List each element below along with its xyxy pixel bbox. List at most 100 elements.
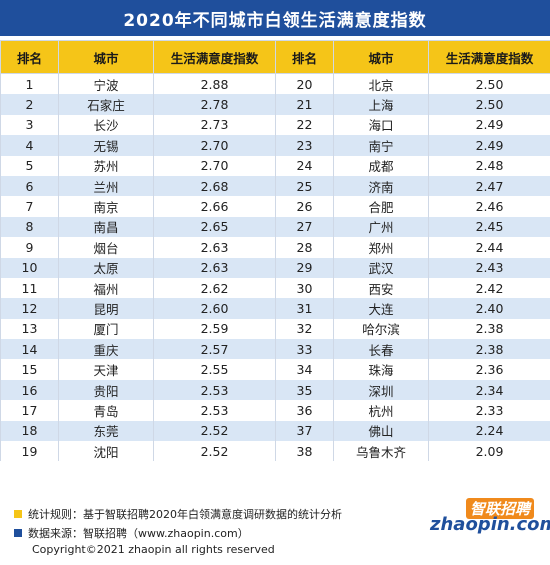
cell-city-left: 兰州: [58, 175, 154, 197]
cell-rank-left: 6: [0, 175, 59, 197]
cell-score-right: 2.49: [428, 114, 550, 136]
cell-rank-right: 35: [275, 379, 334, 401]
footer-rule: 统计规则：基于智联招聘2020年白领满意度调研数据的统计分析: [14, 506, 342, 522]
cell-rank-left: 16: [0, 379, 59, 401]
cell-rank-right: 24: [275, 155, 334, 176]
table-row: 4 无锡 2.70 23 南宁 2.49: [0, 135, 550, 156]
cell-rank-right: 33: [275, 339, 334, 360]
table-row: 2 石家庄 2.78 21 上海 2.50: [0, 94, 550, 115]
footer-rule-text: 统计规则：基于智联招聘2020年白领满意度调研数据的统计分析: [28, 508, 342, 521]
cell-city-right: 成都: [333, 155, 429, 176]
cell-score-right: 2.49: [428, 135, 550, 156]
cell-rank-left: 12: [0, 298, 59, 319]
cell-score-right: 2.09: [428, 441, 550, 462]
logo-en: zhaopin.com: [430, 514, 550, 535]
cell-rank-left: 11: [0, 277, 59, 299]
cell-score-right: 2.42: [428, 277, 550, 299]
logo-cn: 智联招聘: [465, 498, 534, 519]
cell-rank-right: 26: [275, 196, 334, 217]
cell-score-right: 2.36: [428, 359, 550, 380]
cell-score-right: 2.34: [428, 379, 550, 401]
cell-city-right: 海口: [333, 114, 429, 136]
cell-city-right: 郑州: [333, 237, 429, 258]
cell-city-left: 贵阳: [58, 379, 154, 401]
cell-city-right: 乌鲁木齐: [333, 441, 429, 462]
header-city-left: 城市: [58, 40, 154, 74]
cell-score-left: 2.88: [153, 73, 276, 95]
cell-city-right: 佛山: [333, 420, 429, 442]
cell-city-left: 沈阳: [58, 441, 154, 462]
cell-score-left: 2.70: [153, 135, 276, 156]
table-row: 10 太原 2.63 29 武汉 2.43: [0, 257, 550, 278]
header-rank-left: 排名: [0, 40, 59, 74]
cell-rank-right: 21: [275, 94, 334, 115]
cell-score-left: 2.78: [153, 94, 276, 115]
cell-city-right: 济南: [333, 175, 429, 197]
cell-rank-right: 25: [275, 175, 334, 197]
cell-city-right: 南宁: [333, 135, 429, 156]
table-row: 13 厦门 2.59 32 哈尔滨 2.38: [0, 318, 550, 340]
cell-score-left: 2.57: [153, 339, 276, 360]
cell-city-left: 宁波: [58, 73, 154, 95]
footer-source: 数据来源：智联招聘（www.zhaopin.com）: [14, 525, 249, 541]
cell-rank-left: 4: [0, 135, 59, 156]
ranking-table: 排名 城市 生活满意度指数 排名 城市 生活满意度指数 1 宁波 2.88 20 北京 2…: [0, 40, 550, 462]
cell-city-right: 深圳: [333, 379, 429, 401]
cell-city-left: 重庆: [58, 339, 154, 360]
cell-score-left: 2.73: [153, 114, 276, 136]
cell-city-right: 广州: [333, 216, 429, 238]
cell-city-left: 南京: [58, 196, 154, 217]
table-row: 5 苏州 2.70 24 成都 2.48: [0, 155, 550, 176]
cell-score-right: 2.47: [428, 175, 550, 197]
cell-score-left: 2.70: [153, 155, 276, 176]
table-row: 14 重庆 2.57 33 长春 2.38: [0, 339, 550, 360]
cell-score-right: 2.43: [428, 257, 550, 278]
cell-city-left: 太原: [58, 257, 154, 278]
cell-rank-right: 34: [275, 359, 334, 380]
cell-score-right: 2.38: [428, 339, 550, 360]
cell-rank-left: 5: [0, 155, 59, 176]
cell-city-left: 厦门: [58, 318, 154, 340]
cell-score-left: 2.65: [153, 216, 276, 238]
cell-rank-left: 9: [0, 237, 59, 258]
cell-rank-right: 38: [275, 441, 334, 462]
cell-rank-left: 17: [0, 400, 59, 421]
cell-score-right: 2.40: [428, 298, 550, 319]
cell-rank-left: 8: [0, 216, 59, 238]
table-row: 12 昆明 2.60 31 大连 2.40: [0, 298, 550, 319]
cell-score-left: 2.62: [153, 277, 276, 299]
header-rank-right: 排名: [275, 40, 334, 74]
footer-source-text: 数据来源：智联招聘（www.zhaopin.com）: [28, 527, 249, 540]
cell-score-left: 2.53: [153, 400, 276, 421]
cell-rank-right: 27: [275, 216, 334, 238]
cell-rank-left: 1: [0, 73, 59, 95]
yellow-square-icon: [14, 510, 22, 518]
cell-city-right: 珠海: [333, 359, 429, 380]
cell-score-left: 2.63: [153, 237, 276, 258]
page-title: 2020年不同城市白领生活满意度指数: [0, 0, 550, 36]
cell-rank-left: 7: [0, 196, 59, 217]
cell-score-right: 2.38: [428, 318, 550, 340]
cell-city-right: 大连: [333, 298, 429, 319]
cell-score-left: 2.68: [153, 175, 276, 197]
cell-city-left: 福州: [58, 277, 154, 299]
cell-rank-left: 3: [0, 114, 59, 136]
header-city-right: 城市: [333, 40, 429, 74]
cell-rank-left: 2: [0, 94, 59, 115]
cell-city-right: 上海: [333, 94, 429, 115]
cell-score-right: 2.45: [428, 216, 550, 238]
cell-score-left: 2.53: [153, 379, 276, 401]
cell-rank-right: 31: [275, 298, 334, 319]
cell-city-left: 南昌: [58, 216, 154, 238]
cell-rank-right: 32: [275, 318, 334, 340]
cell-score-right: 2.44: [428, 237, 550, 258]
cell-city-right: 杭州: [333, 400, 429, 421]
cell-score-right: 2.33: [428, 400, 550, 421]
cell-rank-left: 10: [0, 257, 59, 278]
table-row: 19 沈阳 2.52 38 乌鲁木齐 2.09: [0, 441, 550, 462]
copyright: Copyright©2021 zhaopin all rights reserv…: [32, 543, 275, 556]
cell-rank-left: 14: [0, 339, 59, 360]
table-header-row: 排名 城市 生活满意度指数 排名 城市 生活满意度指数: [0, 40, 550, 74]
blue-square-icon: [14, 529, 22, 537]
cell-city-left: 石家庄: [58, 94, 154, 115]
